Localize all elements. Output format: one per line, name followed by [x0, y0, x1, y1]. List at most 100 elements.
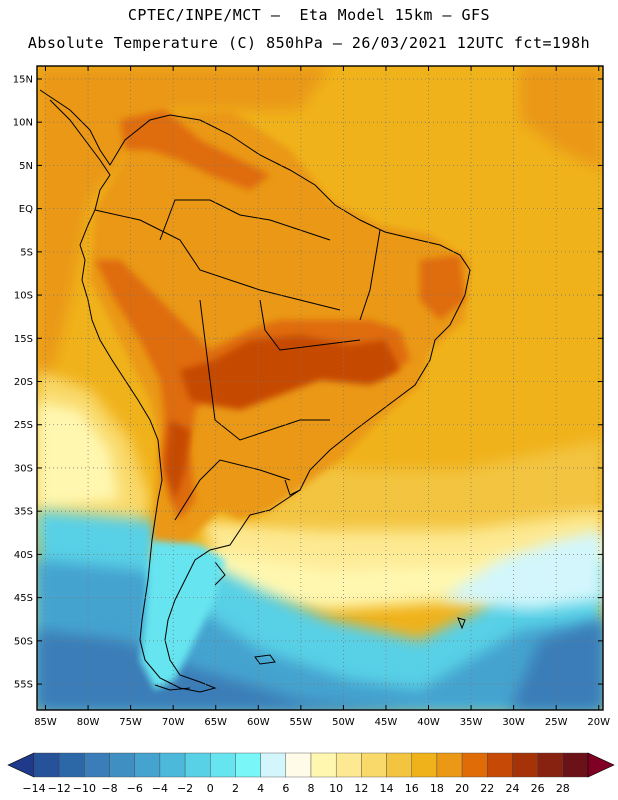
field-pacific-cool: [37, 400, 120, 510]
field-pacific-warm: [37, 66, 330, 390]
field-patagonia: [140, 540, 225, 690]
colorbar-label: 0: [207, 782, 214, 795]
colorbar-label: −12: [48, 782, 71, 795]
colorbar-swatch: [134, 752, 161, 778]
colorbar-swatch: [487, 752, 513, 778]
colorbar-label: 10: [329, 782, 343, 795]
colorbar-label: 20: [455, 782, 469, 795]
colorbar-label: 12: [354, 782, 368, 795]
colorbar-swatch: [461, 752, 488, 778]
lon-label: 35W: [460, 717, 483, 728]
colorbar-label: 16: [405, 782, 419, 795]
temperature-map: 15N 10N 5N EQ 5S 10S 15S 20S 25S 30S 35S 40S 45S 50S 5…: [7, 65, 615, 795]
colorbar-swatch: [411, 752, 438, 778]
colorbar-label: 2: [232, 782, 239, 795]
colorbar-swatch: [235, 752, 261, 778]
colorbar-swatch: [562, 752, 589, 778]
colorbar-swatch: [58, 752, 85, 778]
colorbar-swatch: [361, 752, 387, 778]
lon-label: 20W: [587, 717, 610, 728]
field-south-colder: [37, 630, 420, 710]
lat-label: 5S: [20, 247, 33, 258]
lon-label: 55W: [290, 717, 313, 728]
border-line-8: [284, 479, 301, 496]
colorbar-label: 8: [308, 782, 315, 795]
lon-label: 30W: [502, 717, 525, 728]
colorbar-swatch: [159, 752, 186, 778]
plot-frame: [36, 65, 604, 711]
map-subtitle: Absolute Temperature (C) 850hPa – 26/03/…: [27, 34, 591, 52]
field-south-pale: [440, 530, 603, 610]
colorbar-swatch: [386, 752, 412, 778]
colorbar-swatch: [436, 752, 463, 778]
border-line-6: [174, 459, 291, 521]
axis-ticks: 15N 10N 5N EQ 5S 10S 15S 20S 25S 30S 35S 40S 45S 50S 5…: [13, 66, 610, 728]
peninsula-valdes: [214, 561, 226, 586]
border-line-3: [199, 299, 216, 421]
colorbar-swatch: [512, 752, 538, 778]
lat-label: 55S: [14, 680, 33, 691]
lat-label: 20S: [14, 377, 33, 388]
colorbar-label: −14: [22, 782, 45, 795]
lon-label: 60W: [247, 717, 270, 728]
colorbar-label: −2: [177, 782, 193, 795]
lat-label: 15S: [14, 334, 33, 345]
field-satl-mild: [240, 440, 603, 540]
map-area: 15N 10N 5N EQ 5S 10S 15S 20S 25S 30S 35S 40S 45S 50S 5…: [0, 60, 618, 800]
border-line-2: [159, 199, 331, 241]
lat-label: 10N: [13, 118, 33, 129]
colorbar-label: −4: [152, 782, 168, 795]
lon-label: 25W: [545, 717, 568, 728]
tierra-del-fuego: [154, 684, 191, 691]
field-atlantic-warm: [520, 66, 603, 170]
lat-label: 30S: [14, 463, 33, 474]
coastlines: [39, 89, 471, 693]
colorbar-swatch: [33, 752, 60, 778]
lon-label: 70W: [162, 717, 185, 728]
south-america-coast: [39, 89, 471, 693]
lon-label: 85W: [34, 717, 57, 728]
graticule: [37, 66, 603, 710]
colorbar-swatch: [310, 752, 337, 778]
lat-label: 45S: [14, 593, 33, 604]
colorbar-swatch: [109, 752, 135, 778]
border-line-4: [214, 419, 330, 441]
colorbar-swatch: [260, 752, 287, 778]
south-georgia: [457, 617, 466, 630]
lat-label: 35S: [14, 507, 33, 518]
map-title: CPTEC/INPE/MCT – Eta Model 15km – GFS: [127, 6, 491, 24]
border-line-5: [259, 299, 361, 351]
colorbar-label: 28: [556, 782, 570, 795]
field-hot-ne: [420, 255, 465, 320]
falkland-islands: [254, 654, 276, 665]
lon-label: 45W: [375, 717, 398, 728]
colorbar-arrow-right: [587, 752, 615, 778]
colorbar-label: −6: [127, 782, 143, 795]
colorbar: −14 −12 −10 −8 −6 −4 −2 0 2 4 6 8 10 12 14 16 18 20 22 24 26…: [7, 752, 615, 795]
lat-label: EQ: [19, 204, 33, 215]
colorbar-label: 14: [380, 782, 394, 795]
lon-label: 50W: [332, 717, 355, 728]
colorbar-swatch: [537, 752, 564, 778]
lon-label: 80W: [77, 717, 100, 728]
lon-label: 75W: [119, 717, 142, 728]
lat-label: 10S: [14, 291, 33, 302]
lat-label: 5N: [19, 161, 33, 172]
lat-label: 25S: [14, 420, 33, 431]
colorbar-swatch: [184, 752, 211, 778]
colorbar-label: 26: [531, 782, 545, 795]
colorbar-label: 22: [480, 782, 494, 795]
colorbar-label: 6: [282, 782, 289, 795]
border-line-1: [94, 209, 341, 311]
lon-label: 65W: [204, 717, 227, 728]
colorbar-swatch: [84, 752, 110, 778]
colorbar-swatch: [335, 752, 362, 778]
colorbar-label: 18: [430, 782, 444, 795]
field-very-hot: [180, 335, 400, 410]
colorbar-label: 4: [257, 782, 264, 795]
temperature-field: [37, 66, 603, 710]
colorbar-arrow-left: [7, 752, 35, 778]
lat-label: 50S: [14, 636, 33, 647]
lat-label: 40S: [14, 550, 33, 561]
colorbar-label: −8: [101, 782, 117, 795]
